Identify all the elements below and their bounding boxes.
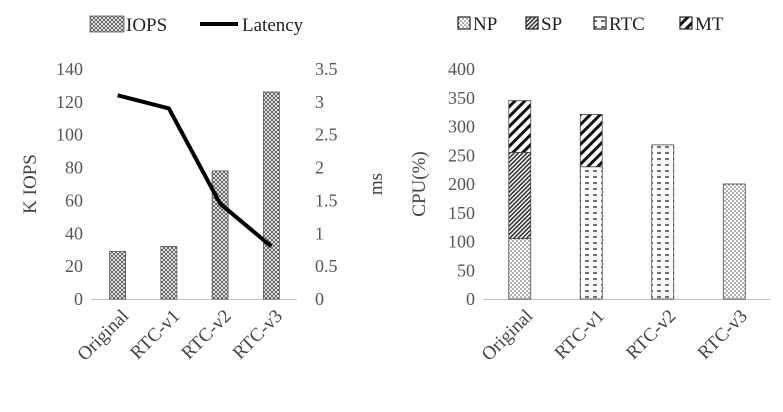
y-tick-label: 0 xyxy=(74,289,83,309)
y-axis-title: CPU(%) xyxy=(409,151,430,216)
y-tick-label: 120 xyxy=(56,92,83,112)
cpu-bar-sp-original xyxy=(508,151,532,240)
y2-tick-label: 2.5 xyxy=(315,125,338,145)
y2-tick-label: 1.5 xyxy=(315,190,338,210)
y-tick-label: 140 xyxy=(56,59,83,79)
y-tick-label: 250 xyxy=(448,145,475,165)
cpu-bar-np-rtc-v3 xyxy=(722,183,746,300)
legend-label-sp: SP xyxy=(541,14,562,35)
y-tick-label: 100 xyxy=(448,232,475,252)
y-tick-label: 150 xyxy=(448,203,475,223)
y-tick-label: 0 xyxy=(466,289,475,309)
cpu-bar-mt-original xyxy=(508,100,532,153)
y2-tick-label: 0.5 xyxy=(315,256,338,276)
category-label-rtc-v2: RTC-v2 xyxy=(622,306,680,364)
y-tick-label: 50 xyxy=(457,260,475,280)
legend-swatch-np xyxy=(457,16,471,30)
y2-tick-label: 3 xyxy=(315,92,324,112)
iops-bar-rtc-v2 xyxy=(211,170,229,300)
legend-left: IOPS Latency xyxy=(89,15,304,36)
cpu-bar-rtc-rtc-v2 xyxy=(651,144,675,300)
legend-label-rtc: RTC xyxy=(609,14,645,35)
y-tick-label: 20 xyxy=(65,256,83,276)
y-tick-label: 100 xyxy=(56,125,83,145)
y2-tick-label: 0 xyxy=(315,289,324,309)
iops-bar-rtc-v3 xyxy=(262,91,280,300)
iops-latency-chart: 0 20 40 60 80 100 120 140 0 0.5 1 1.5 2 2.5 3 3.5 K IOPS… xyxy=(20,15,387,365)
legend-label-iops: IOPS xyxy=(126,15,167,36)
category-label-rtc-v3: RTC-v3 xyxy=(694,306,752,364)
cpu-bar-mt-rtc-v1 xyxy=(579,114,603,168)
y2-tick-label: 3.5 xyxy=(315,59,338,79)
y-tick-label: 40 xyxy=(65,223,83,243)
category-label-rtc-v1: RTC-v1 xyxy=(126,306,184,364)
y-tick-label: 80 xyxy=(65,158,83,178)
legend-label-np: NP xyxy=(473,14,497,35)
y-tick-label: 400 xyxy=(448,59,475,79)
y2-tick-label: 2 xyxy=(315,158,324,178)
legend-swatch-sp xyxy=(525,16,539,30)
y-tick-label: 350 xyxy=(448,88,475,108)
category-label-rtc-v2: RTC-v2 xyxy=(178,306,236,364)
category-label-original: Original xyxy=(74,306,134,366)
iops-bar-original xyxy=(109,250,127,300)
legend-label-mt: MT xyxy=(695,14,724,35)
legend-label-latency: Latency xyxy=(242,15,304,36)
category-label-original: Original xyxy=(478,306,538,366)
y-axis-title: K IOPS xyxy=(20,154,41,214)
latency-line xyxy=(117,93,273,248)
y-tick-label: 60 xyxy=(65,190,83,210)
cpu-bar-rtc-rtc-v1 xyxy=(579,166,603,300)
legend-swatch-rtc xyxy=(593,16,607,30)
legend-swatch-mt xyxy=(679,16,693,30)
y-tick-label: 200 xyxy=(448,174,475,194)
legend-right: NP SP RTC MT xyxy=(457,14,724,35)
category-label-rtc-v1: RTC-v1 xyxy=(551,306,609,364)
y2-tick-label: 1 xyxy=(315,223,324,243)
category-label-rtc-v3: RTC-v3 xyxy=(229,306,287,364)
iops-bar-rtc-v1 xyxy=(160,246,178,300)
cpu-bar-np-original xyxy=(508,238,532,300)
y-tick-label: 300 xyxy=(448,117,475,137)
legend-swatch-iops xyxy=(89,15,125,33)
y2-axis-title: ms xyxy=(366,173,387,195)
